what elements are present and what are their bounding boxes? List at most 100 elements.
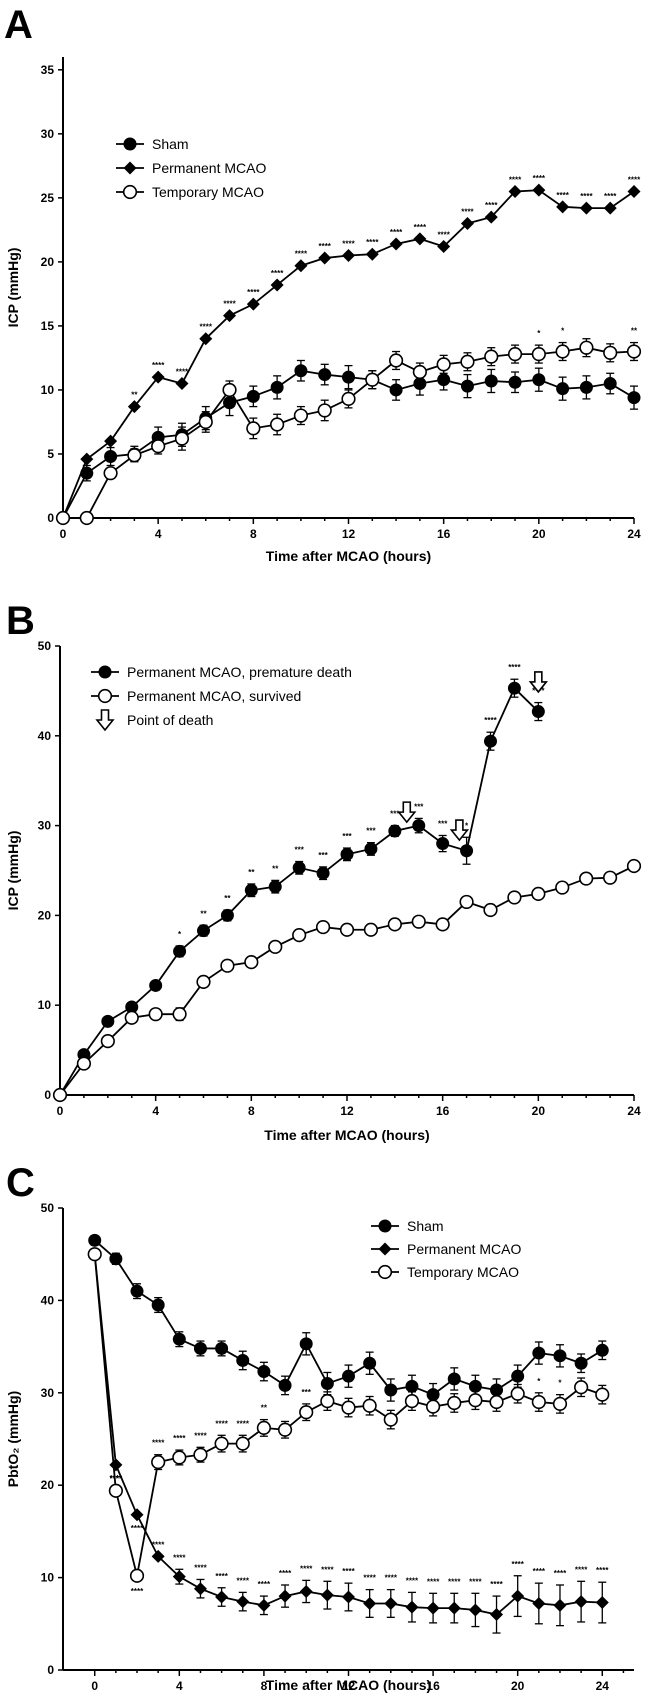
significance-label: **** (295, 250, 308, 259)
significance-label: **** (237, 1419, 250, 1428)
data-point (484, 349, 499, 364)
data-point (268, 939, 283, 954)
data-point (447, 1601, 461, 1615)
data-point (277, 1422, 293, 1437)
y-tick-label: 5 (47, 447, 54, 461)
legend-label: Sham (152, 136, 189, 152)
legend-label: Temporary MCAO (407, 1264, 519, 1280)
y-tick-label: 40 (41, 1293, 55, 1307)
data-point (483, 902, 498, 918)
data-point (405, 1600, 419, 1614)
data-point (412, 364, 427, 380)
y-tick-label: 0 (47, 511, 54, 525)
data-point (411, 914, 426, 929)
x-axis-title: Time after MCAO (hours) (264, 1127, 429, 1143)
significance-label: *** (414, 802, 424, 811)
data-point (246, 421, 261, 436)
data-point (531, 346, 546, 362)
data-point (214, 1436, 229, 1451)
significance-label: *** (294, 846, 304, 855)
legend-label: Point of death (127, 712, 213, 728)
data-point (364, 842, 378, 856)
data-point (109, 1458, 123, 1472)
legend-death-arrow-icon (95, 709, 115, 732)
data-point (292, 861, 306, 875)
y-tick-label: 50 (38, 639, 52, 653)
significance-label: **** (509, 175, 522, 184)
data-point (293, 408, 309, 423)
data-point (223, 309, 237, 323)
data-point (425, 1399, 441, 1414)
data-point (270, 278, 284, 292)
significance-label: **** (300, 1564, 313, 1573)
significance-label: **** (110, 1475, 123, 1484)
data-point (173, 944, 187, 958)
data-point (129, 1568, 145, 1583)
x-tick-label: 16 (437, 527, 451, 541)
legend-label: Permanent MCAO (407, 1241, 521, 1257)
data-point (511, 1589, 525, 1603)
series-line (59, 686, 539, 1096)
data-point (388, 824, 402, 838)
data-point (460, 216, 474, 230)
data-point (175, 377, 189, 391)
data-point (365, 247, 379, 261)
significance-label: **** (556, 191, 569, 200)
significance-label: **** (131, 1524, 144, 1533)
series-line (59, 865, 635, 1096)
data-point (595, 1387, 610, 1402)
significance-label: **** (533, 174, 546, 183)
legend-label: Sham (407, 1218, 444, 1234)
data-point (316, 866, 330, 880)
data-point (151, 439, 166, 454)
data-point (299, 1405, 314, 1420)
data-point (320, 1377, 334, 1391)
significance-label: **** (580, 192, 593, 201)
significance-label: **** (484, 716, 497, 725)
data-point (320, 1394, 335, 1409)
series-temporary-mcao: * * ** (55, 327, 642, 526)
data-point (197, 924, 210, 938)
significance-label: * (537, 329, 541, 338)
data-point (130, 1284, 144, 1298)
legend: Sham Permanent MCAO Temporary MCAO (371, 1218, 521, 1280)
data-point (317, 403, 332, 418)
significance-label: **** (406, 1576, 419, 1585)
data-point (222, 382, 237, 398)
y-tick-label: 20 (41, 255, 55, 269)
data-point (384, 1596, 398, 1610)
data-point (532, 1596, 546, 1610)
series-temporary-mcao: **************** ******** ********** * (87, 1247, 610, 1596)
significance-label: **** (414, 223, 427, 232)
x-tick-label: 12 (342, 527, 356, 541)
data-point (342, 1369, 355, 1383)
x-tick-label: 20 (532, 1104, 546, 1118)
data-point (151, 1549, 165, 1563)
significance-label: **** (223, 300, 236, 309)
series-permanent-mcao-survived (52, 858, 642, 1103)
data-point (292, 928, 307, 943)
data-point (109, 1252, 123, 1266)
data-point (627, 184, 641, 198)
legend-marker (97, 688, 113, 704)
data-point (199, 332, 213, 346)
y-tick-label: 20 (38, 908, 52, 922)
significance-label: *** (342, 832, 352, 841)
data-point (341, 391, 356, 407)
significance-label: **** (258, 1580, 271, 1589)
data-point (246, 297, 260, 311)
x-tick-label: 4 (152, 1104, 159, 1118)
significance-label: **** (152, 361, 165, 370)
data-point (595, 1596, 609, 1610)
x-tick-label: 8 (261, 1679, 268, 1693)
data-point (124, 1010, 139, 1025)
significance-label: **** (485, 201, 498, 210)
y-tick-label: 15 (41, 319, 55, 333)
data-point (130, 1508, 144, 1522)
significance-label: *** (302, 1388, 312, 1397)
data-point (460, 354, 475, 369)
data-point (556, 200, 570, 214)
data-point (510, 1386, 525, 1401)
x-tick-label: 8 (248, 1104, 255, 1118)
legend-label: Temporary MCAO (152, 184, 264, 200)
